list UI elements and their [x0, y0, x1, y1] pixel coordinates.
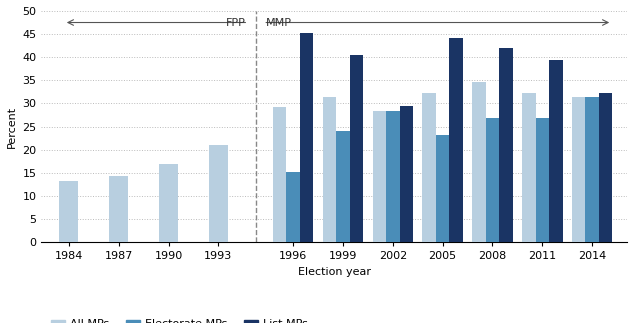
- Text: MMP: MMP: [266, 17, 292, 27]
- Bar: [450, 38, 463, 242]
- Bar: [323, 97, 336, 242]
- Legend: All MPs, Electorate MPs, List MPs: All MPs, Electorate MPs, List MPs: [47, 315, 313, 323]
- Y-axis label: Percent: Percent: [7, 106, 17, 148]
- Bar: [300, 33, 313, 242]
- Bar: [599, 93, 612, 242]
- Bar: [399, 106, 413, 242]
- Bar: [273, 107, 287, 242]
- Bar: [350, 55, 363, 242]
- Bar: [536, 118, 549, 242]
- Bar: [386, 111, 399, 242]
- Bar: [486, 118, 499, 242]
- Bar: [499, 48, 513, 242]
- Bar: [472, 82, 486, 242]
- Bar: [572, 97, 585, 242]
- Bar: [209, 145, 228, 242]
- Text: FPP: FPP: [226, 17, 246, 27]
- Bar: [159, 164, 178, 242]
- Bar: [436, 135, 450, 242]
- Bar: [549, 59, 562, 242]
- Bar: [287, 172, 300, 242]
- Bar: [422, 93, 436, 242]
- Bar: [60, 181, 79, 242]
- Bar: [373, 111, 386, 242]
- Bar: [522, 93, 536, 242]
- Bar: [109, 176, 128, 242]
- Bar: [336, 131, 350, 242]
- Bar: [585, 97, 599, 242]
- X-axis label: Election year: Election year: [298, 267, 371, 277]
